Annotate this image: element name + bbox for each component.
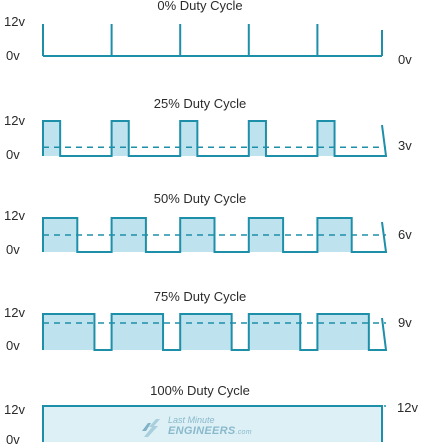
panel-title-4: 100% Duty Cycle [150,383,250,398]
watermark-brand: ENGINEERS [168,425,236,437]
avg-label-1: 3v [398,138,412,153]
pulse-fill-1-1 [111,121,129,156]
high-label-3: 12v [4,305,25,320]
pulse-fill-1-4 [317,121,335,156]
watermark-domain: .com [235,429,252,436]
pulse-fill-3-1 [111,314,164,350]
avg-label-0: 0v [398,52,412,67]
lightning-logo-icon [142,419,160,437]
high-label-4: 12v [4,402,25,417]
low-label-3: 0v [6,338,20,353]
pwm-wave-1 [42,120,388,157]
pulse-fill-3-3 [248,314,301,350]
avg-label-4: 12v [397,400,418,415]
pwm-wave-3 [42,313,388,351]
pulse-fill-4 [43,406,382,442]
pulse-fill-2-1 [111,218,146,252]
high-label-1: 12v [4,113,25,128]
pulse-fill-3-4 [317,314,369,350]
pulse-fill-3-2 [180,314,232,350]
pulse-fill-1-2 [180,121,198,156]
pulse-fill-1-3 [248,121,266,156]
panel-title-3: 75% Duty Cycle [153,289,247,304]
low-label-4: 0v [6,432,20,447]
high-label-0: 12v [4,14,25,29]
low-label-2: 0v [6,242,20,257]
panel-title-1: 25% Duty Cycle [153,96,247,111]
avg-label-2: 6v [398,227,412,242]
watermark-line1: Last Minute [168,415,215,425]
low-label-0: 0v [6,48,20,63]
pwm-wave-2 [42,217,388,253]
watermark-logo: Last Minute ENGINEERS.com [140,415,260,443]
low-label-1: 0v [6,147,20,162]
panel-title-0: 0% Duty Cycle [157,0,243,13]
pulse-fill-3-0 [43,314,95,350]
high-label-2: 12v [4,208,25,223]
pulse-fill-1-0 [43,121,61,156]
avg-label-3: 9v [398,315,412,330]
watermark-line2: ENGINEERS.com [168,425,252,437]
panel-title-2: 50% Duty Cycle [153,191,247,206]
